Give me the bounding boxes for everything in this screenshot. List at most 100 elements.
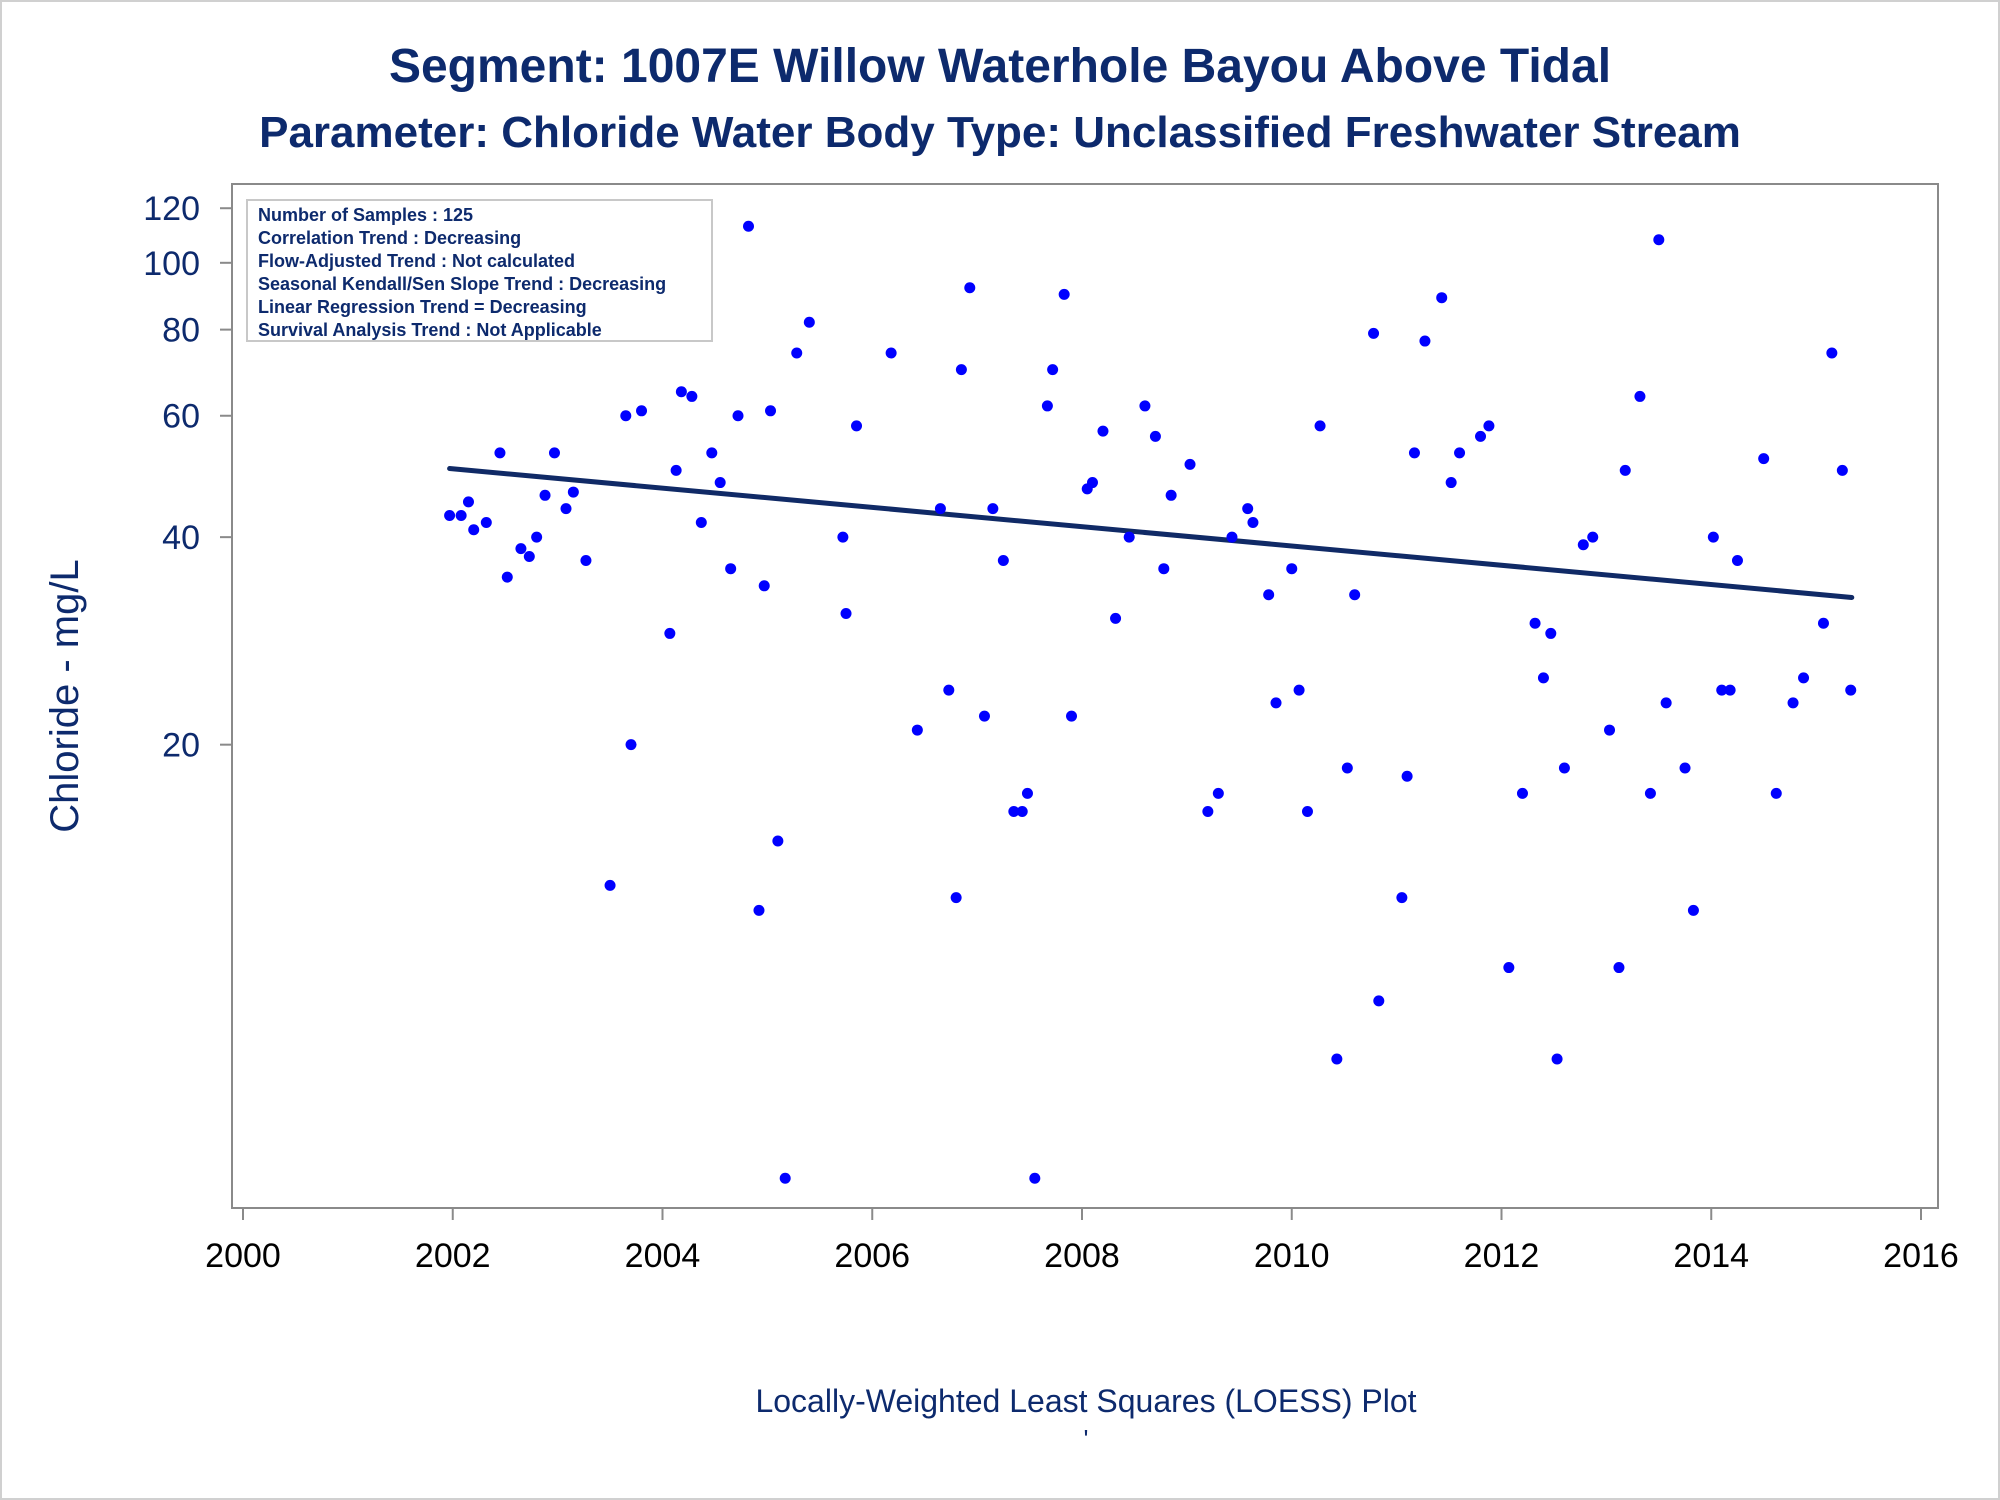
data-point xyxy=(978,710,990,722)
data-point xyxy=(1798,672,1810,684)
data-point xyxy=(548,447,560,459)
y-tick-label: 60 xyxy=(162,398,200,436)
data-point xyxy=(1301,805,1313,817)
data-point xyxy=(1047,364,1059,376)
stats-legend-line: Number of Samples : 125 xyxy=(258,205,473,225)
data-point xyxy=(1139,400,1151,412)
data-point xyxy=(1758,453,1770,465)
data-point xyxy=(695,517,707,529)
data-point xyxy=(523,550,535,562)
data-point xyxy=(1202,805,1214,817)
data-point xyxy=(772,835,784,847)
data-point xyxy=(1021,787,1033,799)
y-tick-label: 100 xyxy=(143,245,200,283)
data-point xyxy=(1613,962,1625,974)
y-axis-label: Chloride - mg/L xyxy=(43,559,87,832)
data-point xyxy=(840,607,852,619)
data-point xyxy=(1436,292,1448,304)
data-point xyxy=(604,879,616,891)
data-point xyxy=(1066,710,1078,722)
plot-area xyxy=(231,183,1939,1209)
data-point xyxy=(444,509,456,521)
data-point xyxy=(1331,1053,1343,1065)
data-point xyxy=(1537,672,1549,684)
data-point xyxy=(1845,684,1857,696)
x-tick-label: 2004 xyxy=(625,1237,701,1275)
data-point xyxy=(1226,531,1238,543)
x-tick-label: 2012 xyxy=(1464,1237,1540,1275)
stats-legend-box xyxy=(246,199,713,342)
stats-legend-line: Flow-Adjusted Trend : Not calculated xyxy=(258,251,575,271)
data-point xyxy=(1165,489,1177,501)
data-point xyxy=(531,531,543,543)
x-tick-label: 2010 xyxy=(1254,1237,1330,1275)
x-axis-label: Locally-Weighted Least Squares (LOESS) P… xyxy=(755,1383,1416,1419)
data-point xyxy=(1123,531,1135,543)
data-point xyxy=(1551,1053,1563,1065)
data-point xyxy=(580,554,592,566)
data-point xyxy=(934,503,946,515)
data-point xyxy=(1577,539,1589,551)
data-point xyxy=(1293,684,1305,696)
data-point xyxy=(515,543,527,555)
data-point xyxy=(1158,563,1170,575)
data-point xyxy=(468,524,480,536)
data-point xyxy=(1731,554,1743,566)
data-point xyxy=(1373,995,1385,1007)
data-point xyxy=(1396,892,1408,904)
data-point xyxy=(462,496,474,508)
stats-legend-line: Seasonal Kendall/Sen Slope Trend : Decre… xyxy=(258,274,666,294)
data-point xyxy=(1286,563,1298,575)
x-tick-label: 2014 xyxy=(1673,1237,1749,1275)
data-point xyxy=(1184,458,1196,470)
data-point xyxy=(1110,612,1122,624)
data-point xyxy=(725,563,737,575)
data-point xyxy=(455,509,467,521)
data-point xyxy=(1263,589,1275,601)
data-point xyxy=(1558,762,1570,774)
data-point xyxy=(1770,787,1782,799)
data-point xyxy=(765,405,777,417)
data-point xyxy=(1097,425,1109,437)
data-point xyxy=(1029,1172,1041,1184)
data-point xyxy=(1041,400,1053,412)
points-layer xyxy=(444,220,1857,1184)
data-point xyxy=(670,464,682,476)
data-point xyxy=(1679,762,1691,774)
data-point xyxy=(803,316,815,328)
data-point xyxy=(1604,724,1616,736)
stats-legend-line: Correlation Trend : Decreasing xyxy=(258,228,521,248)
data-point xyxy=(1634,390,1646,402)
data-point xyxy=(706,447,718,459)
data-point xyxy=(1086,477,1098,489)
x-tick-label: 2016 xyxy=(1883,1237,1959,1275)
x-axis: 2000 2002 2004 2006 2008 2010 2012 2014 2016 xyxy=(205,1208,1959,1275)
x-tick-label: 2000 xyxy=(205,1237,281,1275)
footnote-mark: ' xyxy=(1084,1424,1089,1454)
data-point xyxy=(1454,447,1466,459)
x-tick-label: 2008 xyxy=(1044,1237,1120,1275)
stats-legend: Number of Samples : 125 Correlation Trend… xyxy=(246,199,713,342)
data-point xyxy=(791,347,803,359)
data-point xyxy=(742,220,754,232)
data-point xyxy=(1653,234,1665,246)
y-tick-label: 120 xyxy=(143,190,200,228)
data-point xyxy=(1058,288,1070,300)
data-point xyxy=(997,554,1009,566)
data-point xyxy=(1016,805,1028,817)
data-point xyxy=(494,447,506,459)
data-point xyxy=(1341,762,1353,774)
data-point xyxy=(714,477,726,489)
data-point xyxy=(1149,430,1161,442)
y-tick-label: 20 xyxy=(162,727,200,765)
x-tick-label: 2006 xyxy=(834,1237,910,1275)
data-point xyxy=(1787,697,1799,709)
data-point xyxy=(964,282,976,294)
data-point xyxy=(625,739,637,751)
data-point xyxy=(1242,503,1254,515)
data-point xyxy=(1503,962,1515,974)
data-point xyxy=(1212,787,1224,799)
data-point xyxy=(1687,904,1699,916)
data-point xyxy=(567,486,579,498)
